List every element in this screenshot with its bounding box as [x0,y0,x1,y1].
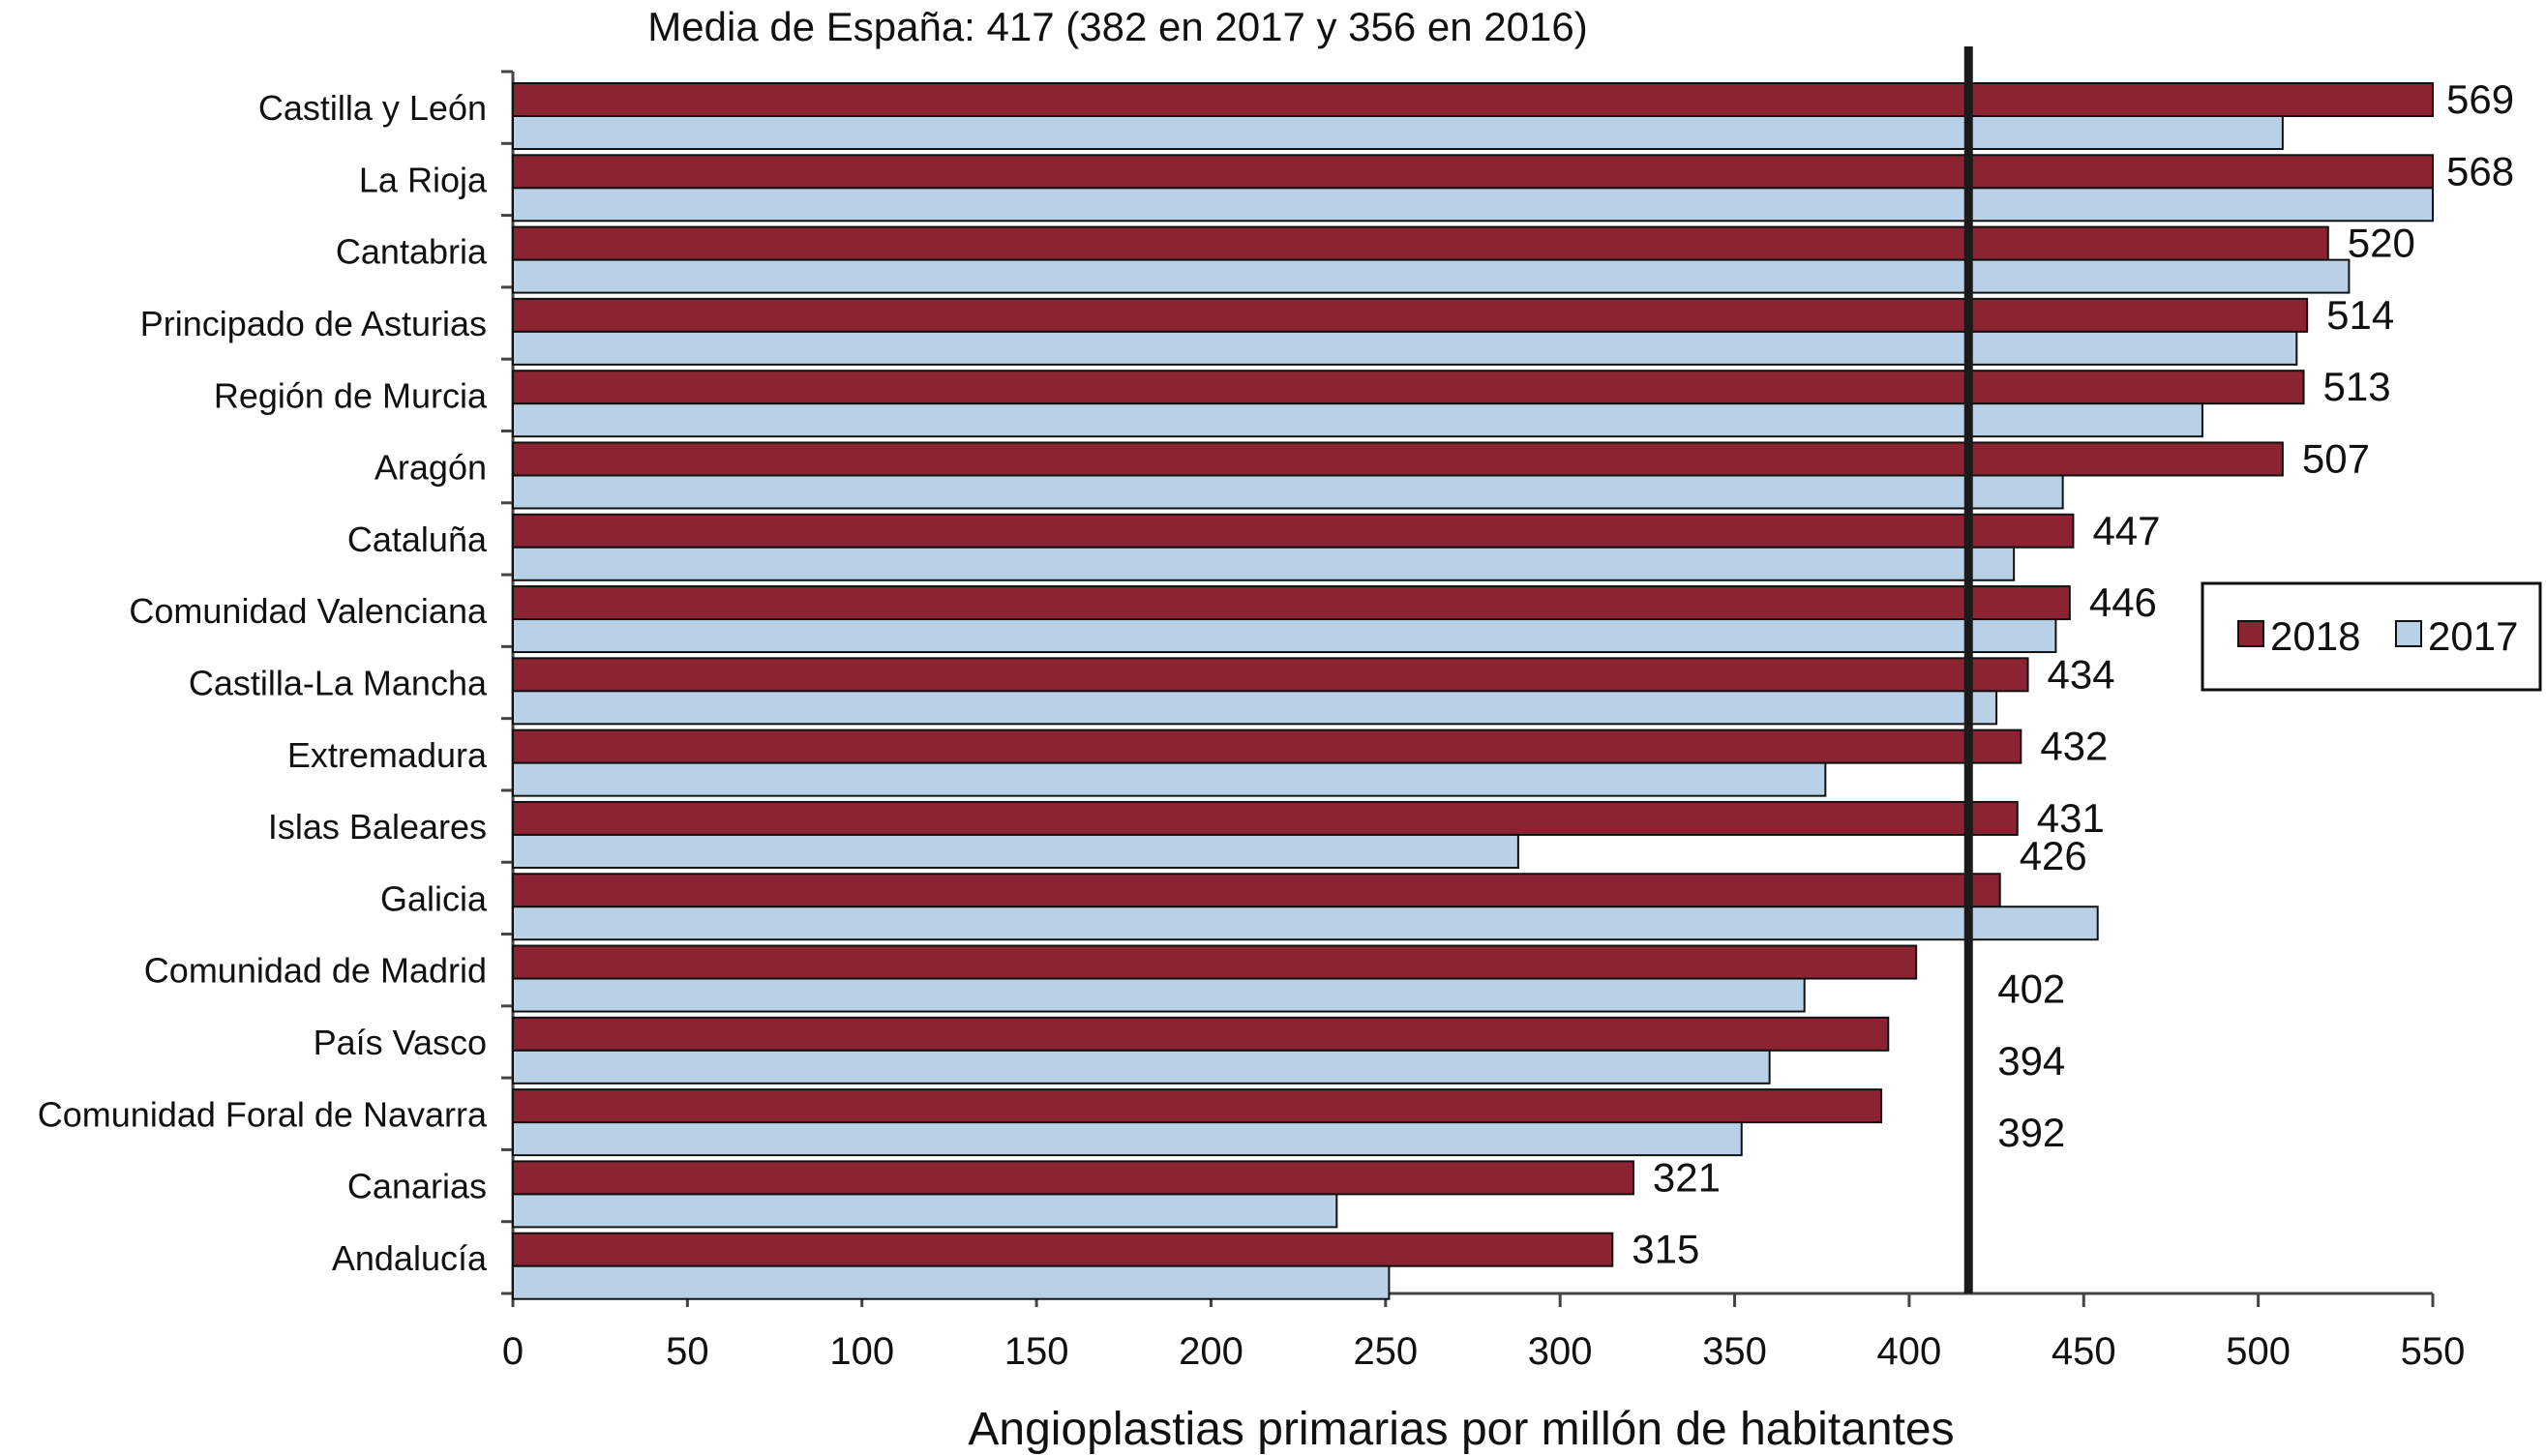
category-label: Castilla y León [258,88,487,128]
bar-2017 [512,546,2016,581]
legend-label-2017: 2017 [2428,613,2518,659]
x-tick-label: 150 [1004,1330,1069,1373]
category-label: Comunidad Valenciana [129,591,488,631]
data-label-2018: 426 [2020,833,2087,878]
category-label: Principado de Asturias [140,304,487,343]
category-label: Extremadura [287,735,488,775]
bar-2018 [512,873,2001,908]
bar-2017 [512,187,2434,223]
x-tick-label: 0 [502,1330,524,1373]
data-label-2018: 321 [1653,1154,1721,1200]
bar-2018 [512,154,2434,190]
bar-2018 [512,1016,1890,1052]
x-tick-label: 400 [1877,1330,1942,1373]
x-tick-label: 350 [1702,1330,1767,1373]
bar-2017 [512,833,1519,869]
category-label: Canarias [347,1167,487,1206]
x-tick-label: 550 [2401,1330,2466,1373]
x-axis-label: Angioplastias primarias por millón de ha… [968,1404,1954,1455]
bar-2017 [512,618,2057,654]
bar-2017 [512,1193,1338,1229]
data-label-2018: 434 [2048,651,2115,697]
category-label: País Vasco [314,1023,487,1062]
category-label: Comunidad de Madrid [144,951,487,991]
legend: 2018 2017 [2201,581,2542,692]
x-tick-label: 500 [2226,1330,2291,1373]
bar-2017 [512,1121,1743,1157]
data-label-2018: 432 [2040,724,2108,769]
data-label-2018: 392 [1997,1110,2065,1155]
bar-2017 [512,761,1827,797]
chart-title: Media de España: 417 (382 en 2017 y 356 … [647,4,1587,49]
data-label-2018: 569 [2446,76,2514,122]
bar-2018 [512,82,2434,117]
bar-2018 [512,728,2022,764]
data-label-2018: 446 [2089,579,2157,625]
data-label-2018: 520 [2348,221,2415,266]
data-label-2018: 402 [1997,966,2065,1012]
x-tick-label: 50 [666,1330,709,1373]
x-tick-label: 100 [829,1330,894,1373]
legend-swatch-2018 [2237,620,2264,647]
category-label: Islas Baleares [268,807,487,847]
category-label: Aragón [374,448,487,488]
bar-2017 [512,258,2351,294]
x-tick-label: 200 [1179,1330,1243,1373]
data-label-2018: 514 [2326,292,2394,338]
bar-2018 [512,225,2329,261]
category-label: Cataluña [347,520,488,559]
bar-2018 [512,513,2075,549]
x-tick-label: 300 [1528,1330,1593,1373]
data-label-2018: 507 [2302,435,2370,481]
bar-2017 [512,690,1998,726]
category-label: Cantabria [336,232,488,272]
data-label-2018: 431 [2037,795,2105,841]
bar-2018 [512,585,2071,621]
category-label: La Rioja [359,160,488,199]
x-tick-label: 250 [1353,1330,1418,1373]
category-label: Región de Murcia [214,375,488,415]
data-label-2018: 447 [2092,508,2160,553]
bar-2018 [512,1160,1634,1196]
bar-2017 [512,977,1806,1013]
data-label-2018: 513 [2323,364,2391,409]
bar-2018 [512,944,1918,980]
bar-2017 [512,1264,1391,1300]
bar-2018 [512,1088,1883,1124]
category-label: Galicia [380,878,488,918]
category-label: Comunidad Foral de Navarra [38,1094,488,1134]
bar-2018 [512,1232,1614,1267]
bar-2018 [512,370,2305,405]
plot-area: 0 50 100 150 200 250 300 350 400 450 500 550 Castill… [38,46,2514,1373]
bar-2017 [512,330,2298,366]
legend-swatch-2017 [2395,620,2422,647]
bar-2018 [512,800,2019,836]
bar-2018 [512,441,2284,477]
bar-2017 [512,1049,1771,1085]
bar-2017 [512,402,2203,438]
legend-label-2018: 2018 [2270,613,2360,659]
bar-2017 [512,115,2284,150]
data-label-2018: 315 [1632,1227,1699,1272]
bar-2018 [512,297,2309,333]
bar-2017 [512,474,2064,510]
bar-2017 [512,906,2099,941]
category-label: Andalucía [332,1238,488,1278]
data-label-2018: 568 [2446,148,2514,193]
category-label: Castilla-La Mancha [189,664,488,703]
x-tick-label: 450 [2052,1330,2116,1373]
data-label-2018: 394 [1997,1038,2065,1084]
bar-2018 [512,657,2029,693]
